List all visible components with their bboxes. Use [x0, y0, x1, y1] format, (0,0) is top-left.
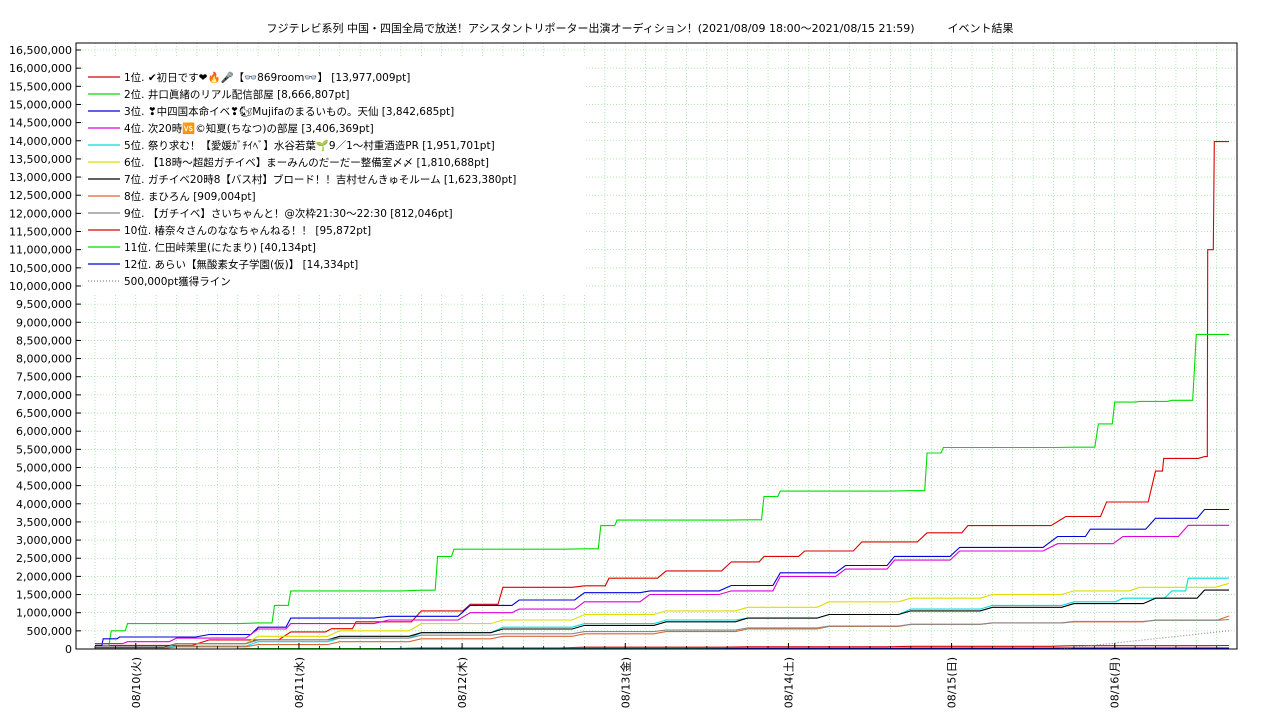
y-tick-label: 8,000,000	[16, 353, 72, 366]
legend-label-5: 5位. 祭り求む！【愛媛ｶﾞﾁｲﾍﾞ】水谷若葉🌱9／1〜村重酒造PR [1,95…	[124, 139, 495, 152]
y-tick-label: 9,000,000	[16, 316, 72, 329]
y-tick-label: 8,500,000	[16, 334, 72, 347]
series-line-4	[95, 524, 1229, 645]
series-line-3	[95, 508, 1229, 646]
x-tick-label: 08/14(土)	[782, 657, 795, 708]
y-tick-label: 11,500,000	[9, 226, 72, 239]
legend-label-11: 11位. 仁田峠茉里(にたまり) [40,134pt]	[124, 241, 316, 254]
legend-label-10: 10位. 椿奈々さんのななちゃんねる！！ [95,872pt]	[124, 224, 371, 237]
x-tick-label: 08/16(月)	[1109, 657, 1122, 708]
y-tick-label: 16,500,000	[9, 44, 72, 57]
legend-label-2: 2位. 井口眞緒のリアル配信部屋 [8,666,807pt]	[124, 88, 350, 101]
y-tick-label: 5,500,000	[16, 443, 72, 456]
y-tick-label: 12,000,000	[9, 207, 72, 220]
legend: 1位. ✔初日です❤🔥🎤【👓869room👓】 [13,977,009pt] 2位…	[88, 71, 516, 288]
y-tick-label: 11,000,000	[9, 244, 72, 257]
y-tick-label: 1,500,000	[16, 589, 72, 602]
legend-label-1: 1位. ✔初日です❤🔥🎤【👓869room👓】 [13,977,009pt]	[124, 71, 410, 84]
y-axis: 0 500,000 1,000,000 1,500,000 2,000,000 2,500…	[9, 44, 81, 656]
series-line-2	[95, 333, 1229, 646]
x-tick-label: 08/15(日)	[946, 657, 959, 708]
y-tick-label: 7,500,000	[16, 371, 72, 384]
y-tick-label: 12,500,000	[9, 189, 72, 202]
series-line-5	[95, 577, 1230, 649]
y-tick-label: 15,000,000	[9, 98, 72, 111]
y-tick-label: 6,000,000	[16, 425, 72, 438]
y-tick-label: 1,000,000	[16, 607, 72, 620]
y-tick-label: 4,000,000	[16, 498, 72, 511]
plot-frame	[75, 42, 1238, 650]
legend-label-3: 3位. ❣中四国本命イベ❣🐿Mujifaのまるいもの。天仙 [3,842,685…	[124, 105, 454, 118]
legend-box	[84, 57, 585, 295]
y-tick-label: 16,000,000	[9, 62, 72, 75]
legend-label-4: 4位. 次20時🆚©知夏(ちなつ)の部屋 [3,406,369pt]	[124, 122, 374, 135]
x-axis: 08/10(火) 08/11(水) 08/12(木) 08/13(金) 08/14(土)…	[94, 643, 1218, 708]
series-line-6	[95, 582, 1230, 649]
y-tick-label: 9,500,000	[16, 298, 72, 311]
legend-label-7: 7位. ガチイベ20時8【バス村】ブロード！！吉村せんきゅそルーム [1,623…	[124, 173, 516, 186]
y-tick-label: 13,500,000	[9, 153, 72, 166]
y-tick-label: 10,500,000	[9, 262, 72, 275]
y-tick-label: 14,000,000	[9, 135, 72, 148]
y-tick-label: 13,000,000	[9, 171, 72, 184]
y-tick-label: 500,000	[27, 625, 73, 638]
x-tick-label: 08/12(木)	[456, 657, 469, 708]
y-tick-label: 2,500,000	[16, 552, 72, 565]
series-line-1	[95, 141, 1229, 646]
y-tick-label: 10,000,000	[9, 280, 72, 293]
y-tick-label: 6,500,000	[16, 407, 72, 420]
legend-label-13: 500,000pt獲得ライン	[124, 275, 231, 288]
y-tick-label: 0	[65, 643, 72, 656]
y-tick-label: 2,000,000	[16, 570, 72, 583]
y-tick-label: 5,000,000	[16, 461, 72, 474]
legend-label-9: 9位. 【ガチイベ】さいちゃんと！@次枠21:30〜22:30 [812,046…	[124, 207, 453, 220]
series-line-7	[95, 589, 1229, 648]
y-tick-label: 3,000,000	[16, 534, 72, 547]
legend-label-8: 8位. まひろん [909,004pt]	[124, 190, 256, 203]
y-tick-label: 4,500,000	[16, 480, 72, 493]
y-tick-label: 7,000,000	[16, 389, 72, 402]
legend-label-6: 6位. 【18時〜超超ガチイベ】まーみんのだーだー整備室〆〆 [1,810,68…	[124, 156, 489, 169]
grid-lines	[76, 43, 1237, 650]
x-tick-label: 08/13(金)	[618, 657, 632, 708]
x-tick-label: 08/11(水)	[293, 657, 306, 708]
legend-label-12: 12位. あらい【無酸素女子学園(仮)】 [14,334pt]	[124, 258, 358, 271]
chart-title: フジテレビ系列 中国・四国全局で放送！アシスタントリポーター出演オーディション！…	[266, 22, 1014, 35]
y-tick-label: 3,500,000	[16, 516, 72, 529]
series-line-9	[95, 618, 1230, 649]
y-tick-label: 14,500,000	[9, 117, 72, 130]
x-tick-label: 08/10(火)	[130, 657, 143, 708]
y-tick-label: 15,500,000	[9, 80, 72, 93]
